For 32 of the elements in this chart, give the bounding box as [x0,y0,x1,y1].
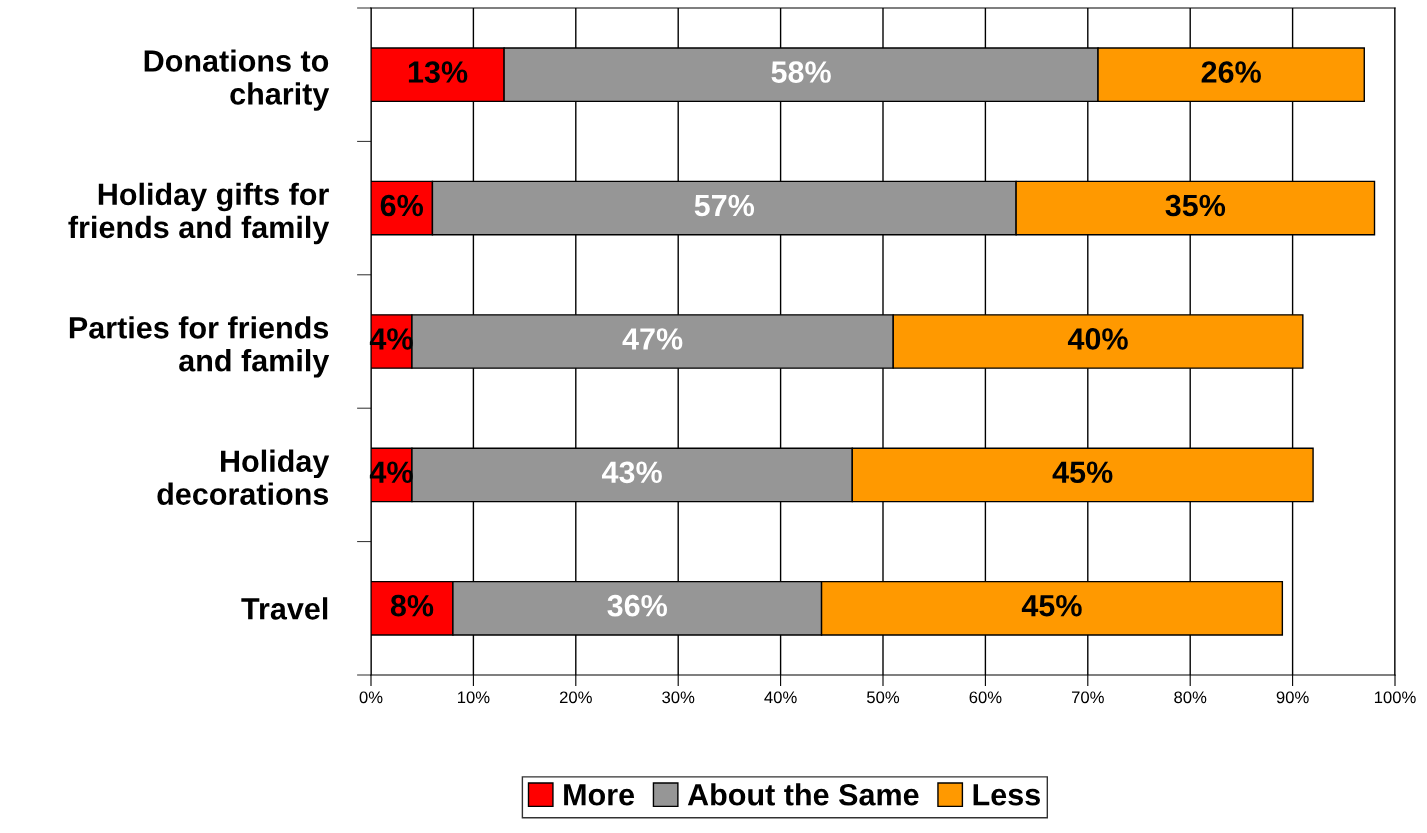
x-tick-label: 50% [866,691,900,704]
data-label: 47% [622,328,683,350]
x-tick-label: 90% [1276,691,1309,704]
data-label: 13% [408,61,468,83]
x-tick-label: 20% [559,691,592,704]
legend-label: More [564,784,635,806]
x-tick-label: 70% [1071,691,1104,704]
x-tick-label: 30% [662,691,695,704]
data-label: 6% [380,194,423,217]
legend-label: About the Same [687,783,919,806]
data-label: 40% [1067,328,1128,350]
y-tick-label: Holiday decorations [157,449,330,505]
x-tick-label: 0% [359,691,383,704]
x-tick-label: 10% [457,691,490,704]
legend-label: Less [973,784,1040,806]
data-label: 35% [1165,194,1226,217]
x-tick-label: 60% [969,691,1002,704]
x-tick-label: 100% [1374,691,1416,704]
data-label: 58% [771,61,831,83]
data-label: 8% [390,594,434,617]
y-tick-label: Holiday gifts for friends and family [68,182,330,245]
data-label: 36% [607,594,668,617]
y-tick-label: Travel [241,597,328,620]
x-tick-label: 80% [1174,691,1207,704]
data-label: 45% [1052,461,1113,484]
y-tick-label: Parties for friends and family [69,316,330,378]
data-label: 26% [1201,61,1261,83]
y-tick-label: Donations to charity [144,49,330,111]
data-label: 43% [602,461,662,484]
x-tick-label: 40% [764,691,797,704]
data-label: 45% [1021,594,1082,617]
data-label: 57% [694,194,755,217]
